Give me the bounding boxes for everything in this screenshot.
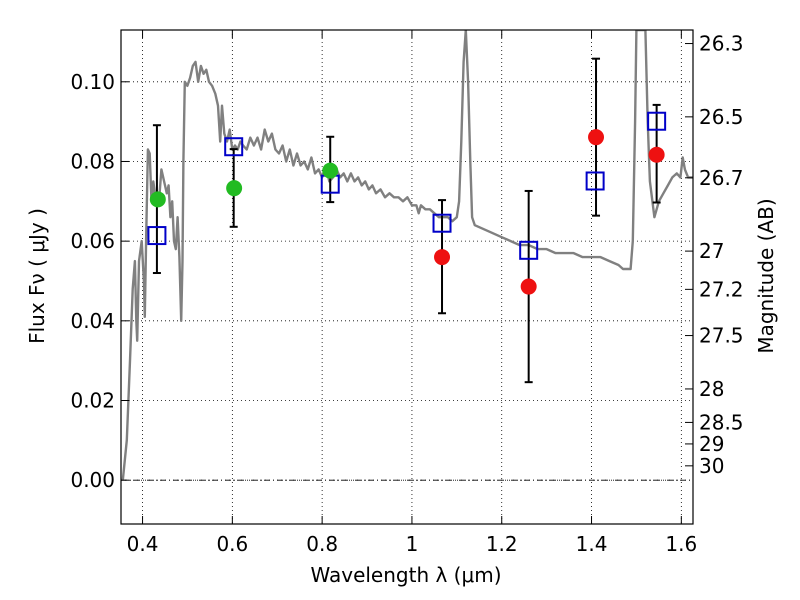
red-circle-marker [520,278,537,295]
y-tick-label: 0.04 [70,309,115,333]
green-circle-marker [226,180,243,197]
y-tick-label: 0.10 [70,70,115,94]
axis-ticks: 0.4 0.6 0.8 1 1.2 1.4 1.6 0.00 0.02 0.04 0.06 0.08 0… [70,30,744,556]
plot-frame [120,29,694,525]
spectrum-line [121,30,693,481]
x-tick-label: 0.8 [306,532,338,556]
green-circle-marker [322,162,339,179]
mag-tick-label: 27.5 [699,324,744,348]
x-tick-label: 1.4 [576,532,608,556]
green-circle-marker [149,191,166,208]
mag-tick-label: 26.5 [699,105,744,129]
model-square-marker [224,137,244,157]
y-tick-label: 0.02 [70,389,115,413]
grid [121,30,693,524]
model-square-marker [647,111,667,131]
mag-tick-label: 27 [699,239,724,263]
model-square-marker [519,240,539,260]
x-tick-label: 1 [406,532,419,556]
y-tick-label: 0.08 [70,149,115,173]
mag-tick-label: 28 [699,377,724,401]
model-square-marker [147,226,167,246]
mag-tick-label: 30 [699,454,724,478]
model-square-marker [432,213,452,233]
photometry-markers [147,111,667,295]
x-tick-label: 0.4 [127,532,159,556]
x-axis-label: Wavelength λ (μm) [310,563,501,587]
error-bars [152,57,661,384]
mag-tick-label: 29 [699,432,724,456]
x-tick-label: 1.2 [486,532,518,556]
y-axis-label: Flux Fν ( μJy ) [25,208,49,344]
mag-tick-label: 26.7 [699,166,744,190]
red-circle-marker [434,249,451,266]
mag-tick-label: 27.2 [699,277,744,301]
mag-tick-label: 26.3 [699,32,744,56]
x-tick-label: 0.6 [216,532,248,556]
model-spectrum [121,30,693,481]
x-tick-label: 1.6 [665,532,697,556]
y-tick-label: 0.00 [70,468,115,492]
red-circle-marker [648,146,665,163]
y2-axis-label: Magnitude (AB) [754,198,778,353]
y-tick-label: 0.06 [70,229,115,253]
mag-tick-label: 28.5 [699,410,744,434]
model-square-marker [585,171,605,191]
red-circle-marker [588,129,605,146]
